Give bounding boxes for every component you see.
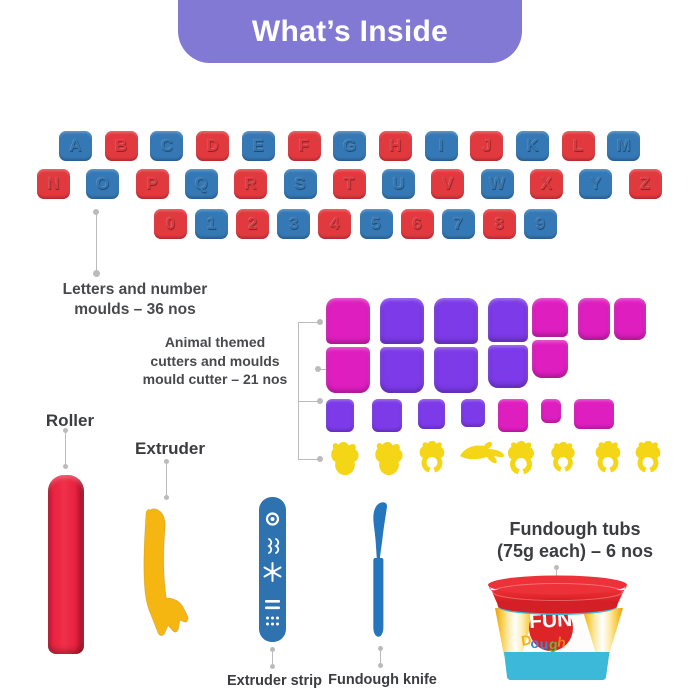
svg-text:o: o [530,635,540,652]
svg-text:u: u [540,636,549,652]
